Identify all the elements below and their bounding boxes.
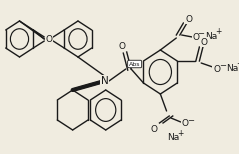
- Text: O: O: [151, 126, 158, 134]
- Text: O: O: [214, 65, 221, 73]
- Text: +: +: [215, 26, 221, 36]
- Text: +: +: [178, 128, 184, 138]
- Text: Abs: Abs: [129, 61, 141, 67]
- Text: −: −: [219, 61, 226, 71]
- Text: O: O: [45, 34, 52, 43]
- Text: O: O: [119, 41, 126, 51]
- Text: Na: Na: [205, 32, 217, 41]
- Text: N: N: [101, 76, 109, 86]
- Text: −: −: [187, 116, 194, 126]
- Text: O: O: [192, 32, 199, 41]
- Text: −: −: [198, 30, 205, 38]
- Text: O: O: [182, 120, 189, 128]
- Text: Na: Na: [168, 134, 180, 142]
- Text: Na: Na: [226, 63, 238, 73]
- Text: O: O: [185, 14, 192, 24]
- Text: O: O: [200, 38, 207, 47]
- Text: +: +: [236, 59, 239, 67]
